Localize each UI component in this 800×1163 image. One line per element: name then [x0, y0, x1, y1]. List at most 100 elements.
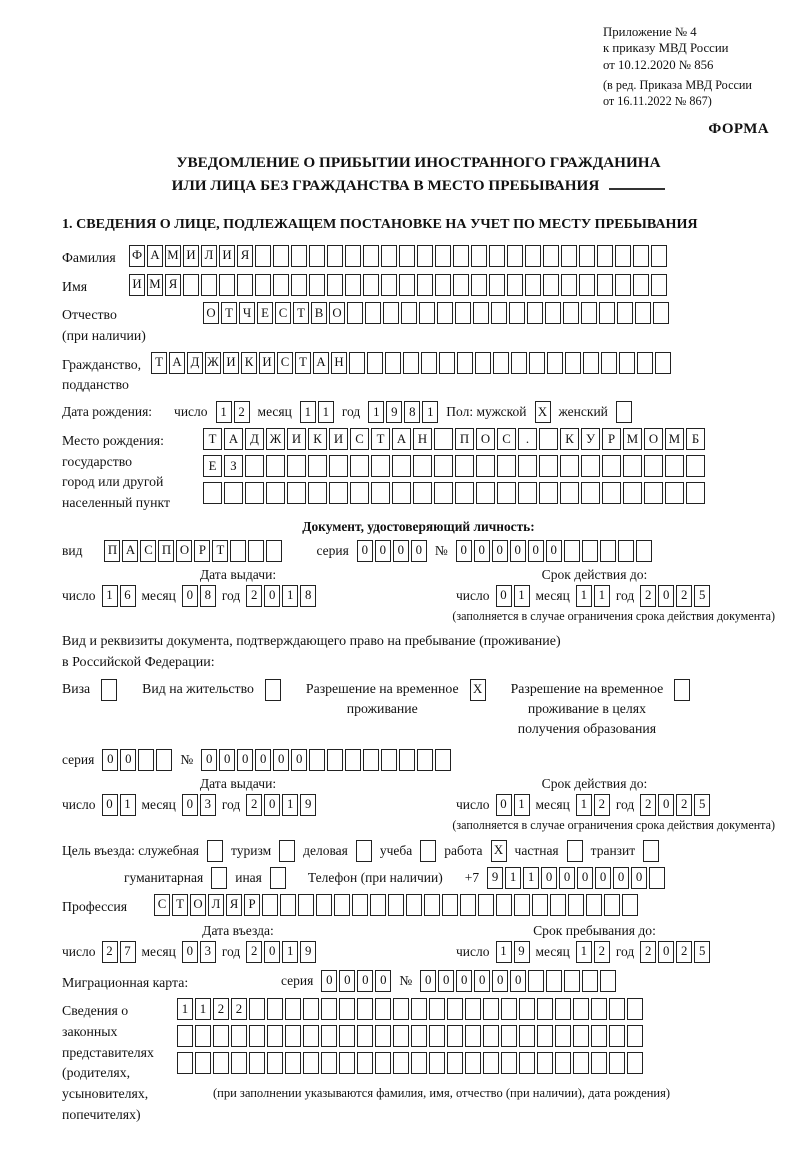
char-cell[interactable] [417, 244, 433, 267]
char-cell[interactable] [563, 539, 580, 562]
char-cell[interactable]: Т [295, 351, 311, 374]
char-cell[interactable] [429, 1052, 445, 1075]
char-cell[interactable] [497, 455, 516, 478]
char-cell[interactable] [543, 244, 559, 267]
char-cell[interactable] [429, 1025, 445, 1048]
char-cell[interactable] [615, 401, 632, 424]
char-cell[interactable] [453, 273, 469, 296]
char-cell[interactable] [237, 273, 253, 296]
char-cell[interactable]: И [223, 351, 239, 374]
temp-permit-checkbox[interactable]: X [469, 678, 486, 701]
char-cell[interactable] [413, 455, 432, 478]
char-cell[interactable]: 0 [357, 969, 374, 992]
char-cell[interactable] [327, 244, 343, 267]
char-cell[interactable]: 9 [386, 401, 403, 424]
char-cell[interactable]: 8 [404, 401, 421, 424]
char-cell[interactable]: О [203, 302, 219, 325]
char-cell[interactable] [518, 455, 537, 478]
char-cell[interactable]: 2 [640, 584, 657, 607]
char-cell[interactable] [273, 244, 289, 267]
char-cell[interactable] [350, 482, 369, 505]
char-cell[interactable]: 0 [392, 539, 409, 562]
birthplace-field-3[interactable] [203, 482, 705, 505]
char-cell[interactable]: 3 [199, 793, 216, 816]
char-cell[interactable] [609, 1025, 625, 1048]
char-cell[interactable] [321, 998, 337, 1021]
char-cell[interactable] [399, 244, 415, 267]
char-cell[interactable] [308, 482, 327, 505]
char-cell[interactable] [537, 998, 553, 1021]
char-cell[interactable]: 0 [577, 866, 594, 889]
char-cell[interactable] [269, 866, 286, 889]
char-cell[interactable] [476, 455, 495, 478]
char-cell[interactable] [101, 678, 118, 701]
char-cell[interactable] [586, 893, 602, 916]
char-cell[interactable] [475, 351, 491, 374]
char-cell[interactable]: 8 [199, 584, 216, 607]
char-cell[interactable] [514, 893, 530, 916]
char-cell[interactable] [435, 244, 451, 267]
char-cell[interactable]: О [476, 428, 495, 451]
char-cell[interactable] [600, 969, 617, 992]
char-cell[interactable] [267, 1052, 283, 1075]
char-cell[interactable]: 0 [527, 539, 544, 562]
char-cell[interactable]: 0 [181, 584, 198, 607]
char-cell[interactable]: 7 [119, 940, 136, 963]
char-cell[interactable]: У [581, 428, 600, 451]
char-cell[interactable] [339, 1025, 355, 1048]
char-cell[interactable] [599, 302, 615, 325]
char-cell[interactable] [617, 539, 634, 562]
char-cell[interactable] [245, 455, 264, 478]
char-cell[interactable] [383, 302, 399, 325]
char-cell[interactable] [403, 351, 419, 374]
char-cell[interactable] [195, 1025, 211, 1048]
char-cell[interactable] [211, 866, 228, 889]
char-cell[interactable] [434, 455, 453, 478]
char-cell[interactable]: 0 [181, 793, 198, 816]
char-cell[interactable] [280, 893, 296, 916]
business-checkbox[interactable] [355, 839, 372, 862]
char-cell[interactable]: О [176, 539, 193, 562]
char-cell[interactable]: М [665, 428, 684, 451]
char-cell[interactable] [543, 273, 559, 296]
char-cell[interactable]: 1 [177, 998, 193, 1021]
char-cell[interactable] [601, 351, 617, 374]
char-cell[interactable]: Д [245, 428, 264, 451]
char-cell[interactable] [509, 302, 525, 325]
char-cell[interactable]: О [329, 302, 345, 325]
char-cell[interactable] [644, 455, 663, 478]
char-cell[interactable] [501, 998, 517, 1021]
char-cell[interactable] [309, 748, 326, 771]
char-cell[interactable] [609, 998, 625, 1021]
char-cell[interactable]: К [560, 428, 579, 451]
representatives-field-2[interactable] [177, 1025, 670, 1048]
char-cell[interactable] [334, 893, 350, 916]
char-cell[interactable]: В [311, 302, 327, 325]
char-cell[interactable] [519, 1025, 535, 1048]
char-cell[interactable] [371, 482, 390, 505]
char-cell[interactable]: 0 [237, 748, 254, 771]
char-cell[interactable] [550, 893, 566, 916]
char-cell[interactable]: 0 [120, 748, 137, 771]
char-cell[interactable] [457, 351, 473, 374]
char-cell[interactable] [327, 273, 343, 296]
char-cell[interactable]: 0 [541, 866, 558, 889]
char-cell[interactable]: 0 [510, 969, 527, 992]
char-cell[interactable] [597, 273, 613, 296]
char-cell[interactable] [476, 482, 495, 505]
char-cell[interactable] [413, 482, 432, 505]
char-cell[interactable] [406, 893, 422, 916]
private-checkbox[interactable] [566, 839, 583, 862]
char-cell[interactable]: П [455, 428, 474, 451]
